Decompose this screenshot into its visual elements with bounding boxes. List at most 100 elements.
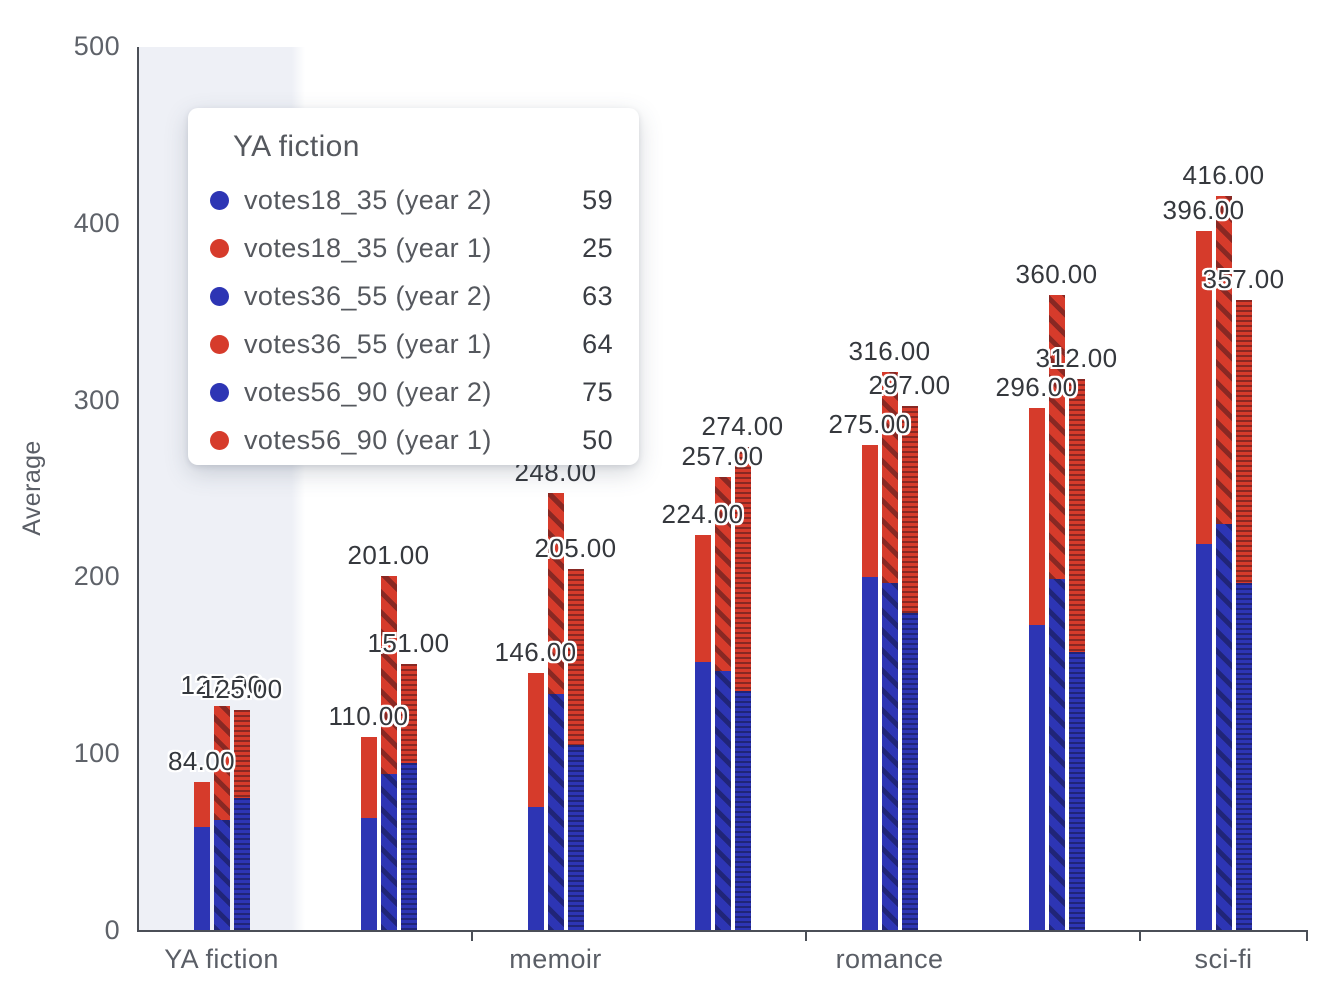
tooltip-series-label: votes36_55 (year 1) [244, 328, 492, 359]
bar-segment-votes36_55-year2[interactable] [380, 773, 397, 931]
series-color-dot-icon [210, 430, 229, 450]
bar-value-label: 360.00 [1015, 258, 1098, 289]
bar-segment-votes36_55-year2[interactable] [714, 671, 731, 931]
bar-value-label: 151.00 [367, 628, 450, 659]
bar-segment-votes36_55-year2[interactable] [547, 694, 564, 931]
tooltip-series-value: 75 [582, 376, 613, 407]
tooltip-title: YA fiction [233, 130, 360, 163]
tooltip-row: votes56_90 (year 1) 50 [209, 416, 613, 464]
bar-segment-votes56_90-year1[interactable] [400, 664, 417, 764]
bar-segment-votes36_55-year1[interactable] [881, 372, 898, 583]
bar-value-label: 297.00 [868, 369, 951, 400]
bar-segment-votes36_55-year1[interactable] [1215, 195, 1232, 525]
tooltip-series-label: votes18_35 (year 1) [244, 232, 492, 263]
y-tick-label: 200 [73, 561, 120, 592]
y-tick-label: 500 [73, 31, 120, 61]
bar-segment-votes18_35-year1[interactable] [694, 534, 711, 663]
bar-value-label: 205.00 [534, 532, 617, 563]
bar-value-label: 110.00 [328, 700, 409, 731]
y-tick-label: 400 [73, 207, 120, 238]
series-color-dot-icon [210, 286, 229, 306]
bar-value-label: 396.00 [1162, 194, 1245, 225]
bar-segment-votes56_90-year1[interactable] [233, 710, 250, 799]
bar-segment-votes36_55-year1[interactable] [213, 706, 230, 820]
tooltip-series-value: 25 [582, 232, 613, 263]
bar-segment-votes18_35-year1[interactable] [1028, 407, 1045, 626]
series-color-dot-icon [210, 190, 229, 210]
x-category-label: romance [835, 944, 944, 974]
tooltip-row: votes18_35 (year 2) 59 [209, 176, 613, 224]
tooltip-series-value: 59 [582, 184, 613, 215]
tooltip-row: votes56_90 (year 2) 75 [209, 368, 613, 416]
bar-segment-votes56_90-year2[interactable] [400, 763, 417, 931]
x-category-label: memoir [509, 944, 602, 974]
bar-segment-votes36_55-year2[interactable] [1215, 524, 1232, 931]
x-axis-tick [471, 931, 473, 941]
tooltip-row: votes36_55 (year 1) 64 [209, 320, 613, 368]
bar-value-label: 316.00 [848, 336, 931, 367]
bar-segment-votes18_35-year2[interactable] [861, 577, 878, 931]
bar-value-label: 296.00 [995, 371, 1078, 402]
bar-segment-votes36_55-year1[interactable] [714, 476, 731, 672]
bar-value-label: 146.00 [494, 636, 577, 667]
x-axis-line [137, 930, 1308, 932]
bar-segment-votes18_35-year1[interactable] [861, 444, 878, 578]
bar-value-label: 357.00 [1202, 263, 1285, 294]
bar-segment-votes18_35-year2[interactable] [1028, 625, 1045, 931]
bar-segment-votes56_90-year1[interactable] [1235, 299, 1252, 583]
tooltip-series-label: votes36_55 (year 2) [244, 280, 492, 311]
tooltip-series-value: 63 [582, 280, 613, 311]
tooltip-series-label: votes56_90 (year 1) [244, 424, 492, 455]
bar-segment-votes56_90-year2[interactable] [901, 612, 918, 931]
x-axis-tick [805, 931, 807, 941]
bar-segment-votes56_90-year2[interactable] [567, 745, 584, 931]
tooltip-rows: votes18_35 (year 2) 59 votes18_35 (year 1)… [209, 176, 613, 464]
tooltip-series-value: 64 [582, 328, 613, 359]
bar-segment-votes36_55-year1[interactable] [1048, 294, 1065, 580]
bar-segment-votes56_90-year1[interactable] [734, 446, 751, 691]
bar-segment-votes18_35-year2[interactable] [1195, 543, 1212, 931]
bar-segment-votes18_35-year2[interactable] [193, 826, 210, 931]
bar-value-label: 125.00 [200, 674, 283, 704]
tooltip-series-label: votes18_35 (year 2) [244, 184, 492, 215]
bar-value-label: 274.00 [701, 410, 784, 441]
bar-segment-votes18_35-year2[interactable] [694, 662, 711, 931]
series-color-dot-icon [210, 334, 229, 354]
bar-segment-votes18_35-year1[interactable] [527, 672, 544, 808]
bar-segment-votes56_90-year1[interactable] [901, 405, 918, 613]
bar-segment-votes36_55-year2[interactable] [213, 819, 230, 931]
y-tick-label: 100 [73, 738, 120, 769]
tooltip-series-value: 50 [582, 424, 613, 455]
bar-segment-votes56_90-year1[interactable] [567, 568, 584, 746]
bar-segment-votes56_90-year2[interactable] [1235, 582, 1252, 931]
x-axis-tick [1139, 931, 1141, 941]
bar-segment-votes56_90-year2[interactable] [1068, 651, 1085, 931]
tooltip-series-label: votes56_90 (year 2) [244, 376, 492, 407]
bar-segment-votes18_35-year2[interactable] [527, 807, 544, 931]
series-color-dot-icon [210, 382, 229, 402]
bar-value-label: 257.00 [681, 440, 764, 471]
bar-segment-votes36_55-year2[interactable] [1048, 579, 1065, 931]
tooltip: YA fiction votes18_35 (year 2) 59 votes18_… [188, 108, 639, 465]
bar-value-label: 84.00 [167, 746, 236, 777]
y-axis-title: Average [18, 440, 46, 536]
bar-segment-votes56_90-year2[interactable] [233, 798, 250, 931]
tooltip-row: votes18_35 (year 1) 25 [209, 224, 613, 272]
y-tick-label: 300 [73, 384, 120, 415]
bar-value-label: 416.00 [1182, 159, 1265, 190]
x-category-label: sci-fi [1194, 944, 1253, 974]
bar-segment-votes56_90-year2[interactable] [734, 690, 751, 931]
bar-segment-votes56_90-year1[interactable] [1068, 379, 1085, 652]
bar-segment-votes36_55-year2[interactable] [881, 582, 898, 931]
bar-segment-votes18_35-year2[interactable] [360, 817, 377, 931]
bar-segment-votes18_35-year1[interactable] [193, 782, 210, 827]
bar-segment-votes18_35-year1[interactable] [360, 736, 377, 818]
bar-segment-votes18_35-year1[interactable] [1195, 230, 1212, 544]
x-axis-tick [1306, 931, 1308, 941]
series-color-dot-icon [210, 238, 229, 258]
tooltip-row: votes36_55 (year 2) 63 [209, 272, 613, 320]
bar-segment-votes36_55-year1[interactable] [547, 492, 564, 695]
bar-value-label: 312.00 [1035, 343, 1118, 374]
bar-segment-votes36_55-year1[interactable] [380, 575, 397, 774]
